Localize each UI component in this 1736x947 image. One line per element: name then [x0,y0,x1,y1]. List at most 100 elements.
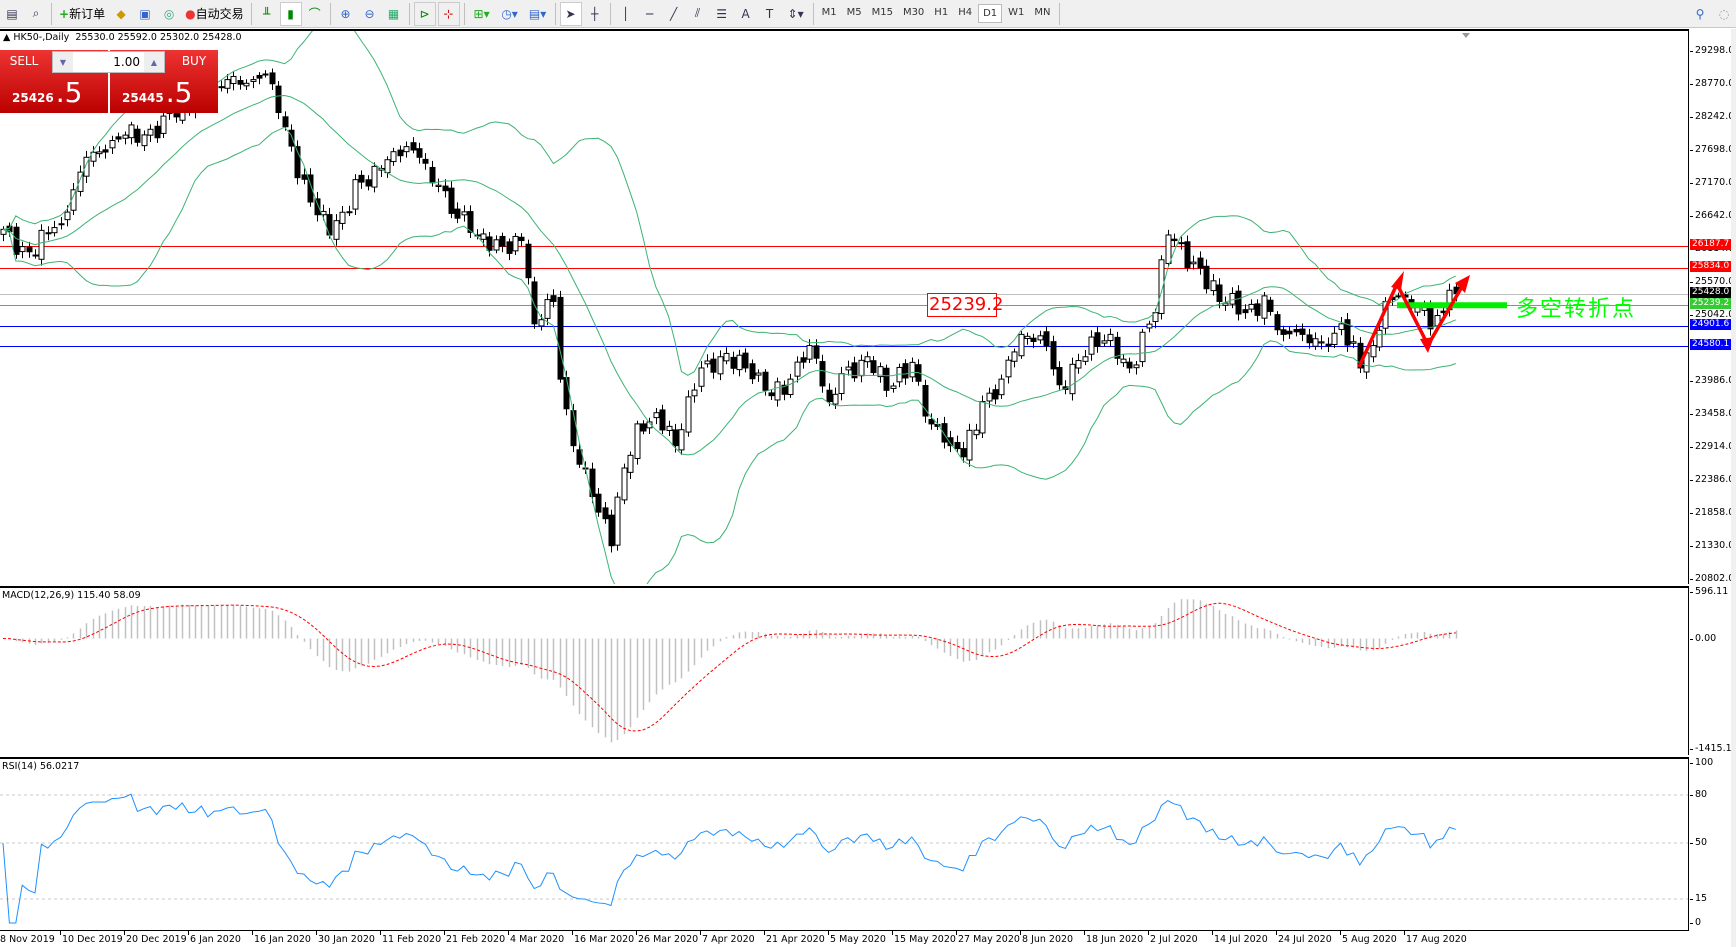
candle [224,73,231,94]
candle-body [493,239,500,251]
indicators-icon[interactable]: ⊞▾ [473,6,490,21]
sell-label: SELL [9,54,39,68]
arrows-icon[interactable]: ⇕▾ [787,6,804,21]
timeframe-mn[interactable]: MN [1034,7,1051,18]
price-tick: 28770.0 [1690,78,1734,89]
lot-increase-icon[interactable]: ▲ [150,57,158,67]
candle [358,170,365,189]
text-icon[interactable]: A [741,6,750,21]
candle [698,361,705,392]
buy-price-fraction: .5 [165,76,193,109]
rsi-tick: 80 [1690,789,1731,800]
candle-body [13,226,20,255]
templates-icon[interactable]: ▤▾ [528,6,547,21]
candle [1005,356,1012,384]
auto-trading-button[interactable]: ● 自动交易 [182,2,247,26]
candle [442,179,449,198]
candle [352,174,359,216]
candle [1280,325,1287,342]
candle [922,379,929,423]
vertical-line-icon[interactable]: │ [621,6,630,21]
candle [538,314,545,331]
candle [1043,326,1050,352]
price-chart-canvas [0,15,1688,600]
auto-scroll-icon[interactable]: ⊳ [413,1,436,26]
macd-axis: 596.11 0.00 -1415.19 [1690,586,1736,755]
candle [461,205,468,222]
candle-body [1005,359,1012,378]
terminal-icon[interactable]: ◎ [163,6,175,21]
candle-body [960,448,967,458]
candle [723,347,730,365]
separator [463,2,465,25]
horizontal-line-icon[interactable]: ─ [645,6,654,21]
candle [275,81,282,120]
candle [787,373,794,398]
timeframe-w1[interactable]: W1 [1008,7,1025,18]
text-label-icon[interactable]: T [765,6,774,21]
macd-tick: -1415.19 [1690,743,1736,754]
candle-body [1133,364,1140,369]
candle [941,416,948,449]
equidistant-channel-icon[interactable]: ⫽ [694,6,701,20]
timeframe-m1[interactable]: M1 [821,7,837,18]
candle-body [448,187,455,214]
navigator-icon[interactable]: ▣ [139,6,151,21]
candle-body [224,79,231,89]
timeframe-m15[interactable]: M15 [871,7,893,18]
cursor-icon[interactable]: ➤ [559,1,582,26]
candle [1197,251,1204,275]
timeframe-h1[interactable]: H1 [934,7,949,18]
candle-body [1312,338,1319,347]
candle [717,350,724,381]
bar-chart-icon[interactable]: ╨ [262,6,271,21]
zoom-in-icon[interactable]: ⊕ [340,6,351,21]
timeframe-h4[interactable]: H4 [958,7,973,18]
candle [678,423,685,455]
lot-size-stepper[interactable]: ▼ 1.00 ▲ [52,51,165,73]
chart-shift-marker-icon[interactable] [1462,33,1470,38]
tile-windows-icon[interactable]: ▦ [387,6,400,21]
candle-body [128,124,135,139]
lot-input[interactable]: 1.00 [73,52,144,72]
price-tick: 28242.0 [1690,111,1734,122]
timeframe-d1[interactable]: D1 [978,4,1003,23]
candle-body [659,409,666,431]
chart-shift-icon[interactable]: ⊹ [437,1,460,26]
crosshair-icon[interactable]: ┼ [590,6,599,21]
candle [1107,328,1114,347]
timeframe-m30[interactable]: M30 [902,7,925,18]
macd-panel[interactable]: MACD(12,26,9) 115.40 58.09 [0,586,1689,755]
candle-body [1235,290,1242,315]
lot-decrease-icon[interactable]: ▼ [59,57,67,67]
candle [1293,324,1300,337]
zoom-out-icon[interactable]: ⊖ [364,6,375,21]
fibonacci-icon[interactable]: ☰ [716,6,727,21]
timeframe-m5[interactable]: M5 [846,7,862,18]
candle-body [864,356,871,363]
trendline-icon[interactable]: ╱ [669,6,678,21]
profiles-icon[interactable]: ⌕ [32,6,40,20]
candle-body [1274,314,1281,331]
new-chart-icon[interactable]: ▤ [6,6,18,21]
candle-body [806,345,813,360]
candle-body [640,423,647,432]
periods-icon[interactable]: ◷▾ [501,6,518,21]
chat-icon[interactable]: ◌ [1718,6,1730,21]
candle [1203,259,1210,294]
date-label: 5 May 2020 [828,931,892,945]
search-icon[interactable]: ⚲ [1695,6,1705,21]
candle-body [832,393,839,405]
candle [96,146,103,158]
candlestick-icon[interactable]: ▮ [279,1,302,26]
candle [1235,285,1242,321]
candle [768,389,775,401]
price-chart[interactable]: 25239.2 多空转折点 [0,15,1689,600]
line-chart-icon[interactable]: ⌒ [308,7,321,21]
new-order-button[interactable]: + 新订单 [56,2,108,26]
rsi-panel[interactable]: RSI(14) 56.0217 [0,757,1689,931]
candle [26,241,33,258]
candle [339,205,346,230]
turning-point-text: 多空转折点 [1516,297,1637,323]
market-watch-icon[interactable]: ◆ [116,6,126,21]
